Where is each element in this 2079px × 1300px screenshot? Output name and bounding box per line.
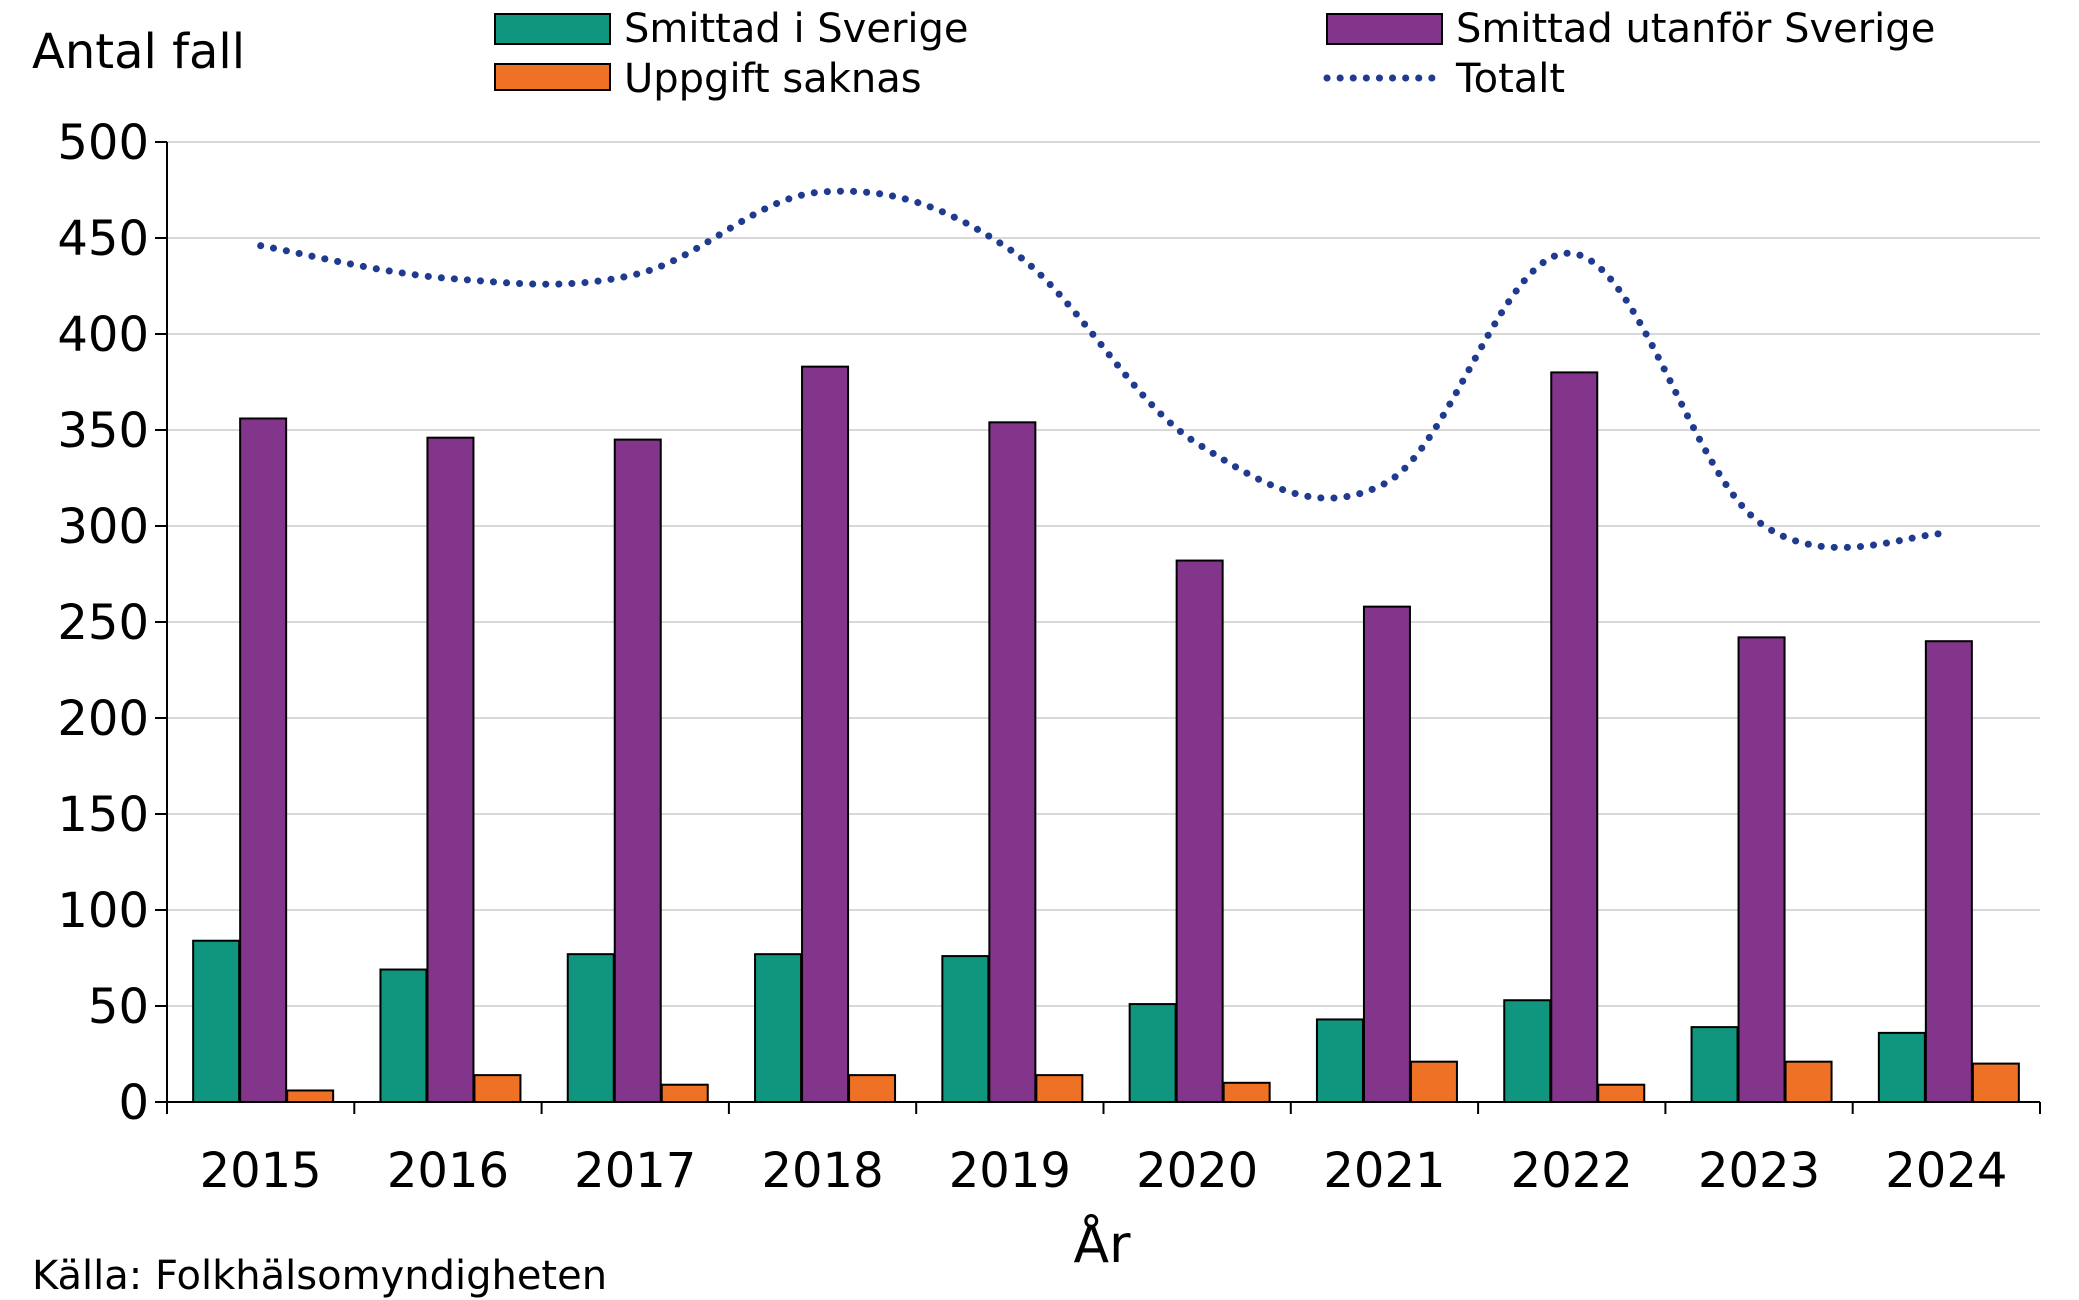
x-tick-label: 2021: [1323, 1143, 1445, 1199]
y-tick-label: 500: [57, 115, 149, 171]
y-tick-label: 250: [57, 595, 149, 651]
bar-smittad-i-sverige-2018: [754, 953, 803, 1103]
bar-smittad-i-sverige-2017: [566, 953, 615, 1103]
y-tick-label: 150: [57, 787, 149, 843]
bar-smittad-utanfor-sverige-2019: [988, 421, 1037, 1103]
x-tick-labels: 2015 2016 2017 2018 2019 2020 2021 2022 2023 2024: [200, 1143, 2008, 1199]
y-tick-label: 300: [57, 499, 149, 555]
point-totalt-2020: [1197, 443, 1198, 444]
x-tick-label: 2020: [1136, 1143, 1258, 1199]
bar-smittad-i-sverige-2024: [1877, 1031, 1926, 1104]
axes: [155, 141, 2041, 1114]
legend-label-smittad-utanfor-sverige: Smittad utanför Sverige: [1456, 6, 1935, 52]
legend-label-uppgift-saknas: Uppgift saknas: [624, 56, 922, 102]
legend-swatch-smittad-i-sverige: [494, 13, 611, 45]
bar-smittad-i-sverige-2022: [1503, 999, 1552, 1103]
y-tick-label: 50: [88, 979, 149, 1035]
bar-smittad-utanfor-sverige-2018: [801, 365, 850, 1103]
point-totalt-2016: [447, 278, 448, 279]
gridlines: [167, 141, 2040, 1007]
total-line-group: [257, 187, 1950, 551]
bar-smittad-utanfor-sverige-2022: [1550, 371, 1599, 1103]
x-axis-title: År: [1074, 1213, 1132, 1275]
bar-smittad-i-sverige-2015: [192, 939, 241, 1103]
bar-uppgift-saknas-2021: [1409, 1060, 1458, 1104]
bar-smittad-i-sverige-2021: [1315, 1018, 1364, 1103]
bar-uppgift-saknas-2017: [660, 1083, 709, 1103]
y-tick-label: 200: [57, 691, 149, 747]
x-tick-label: 2019: [949, 1143, 1071, 1199]
bar-smittad-utanfor-sverige-2016: [426, 436, 475, 1103]
bar-smittad-utanfor-sverige-2021: [1362, 605, 1411, 1103]
legend: Smittad i Sverige Smittad utanför Sverig…: [494, 6, 1935, 102]
bar-smittad-utanfor-sverige-2015: [239, 417, 288, 1104]
source-note: Källa: Folkhälsomyndigheten: [32, 1253, 607, 1299]
y-tick-label: 400: [57, 307, 149, 363]
legend-swatch-smittad-utanfor-sverige: [1326, 13, 1443, 45]
bar-smittad-i-sverige-2016: [379, 968, 428, 1104]
bar-uppgift-saknas-2024: [1971, 1062, 2020, 1103]
x-tick-label: 2022: [1511, 1143, 1633, 1199]
y-tick-labels: 0 50 100 150 200 250 300 350 400 450 500: [57, 115, 149, 1131]
bar-smittad-utanfor-sverige-2023: [1737, 636, 1786, 1103]
x-tick-label: 2024: [1885, 1143, 2007, 1199]
x-tick-label: 2023: [1698, 1143, 1820, 1199]
bar-uppgift-saknas-2015: [286, 1089, 335, 1103]
y-axis-title: Antal fall: [32, 24, 245, 80]
point-totalt-2018: [822, 191, 823, 192]
x-tick-label: 2016: [387, 1143, 509, 1199]
bar-uppgift-saknas-2020: [1222, 1081, 1271, 1104]
y-tick-label: 0: [118, 1075, 149, 1131]
x-tick-label: 2015: [200, 1143, 322, 1199]
bar-uppgift-saknas-2023: [1784, 1060, 1833, 1104]
y-tick-label: 100: [57, 883, 149, 939]
bar-smittad-i-sverige-2023: [1690, 1026, 1739, 1103]
legend-swatch-uppgift-saknas: [494, 63, 611, 91]
bar-smittad-utanfor-sverige-2017: [613, 438, 662, 1104]
bar-uppgift-saknas-2016: [473, 1074, 522, 1103]
point-totalt-2022: [1571, 253, 1572, 254]
x-tick-label: 2018: [761, 1143, 883, 1199]
line-totalt: [257, 187, 1950, 551]
bar-smittad-i-sverige-2019: [941, 955, 990, 1104]
bars: [192, 365, 2020, 1104]
bar-uppgift-saknas-2022: [1597, 1083, 1646, 1103]
bar-smittad-utanfor-sverige-2024: [1924, 640, 1973, 1103]
legend-label-totalt: Totalt: [1455, 56, 1565, 102]
bar-smittad-utanfor-sverige-2020: [1175, 559, 1224, 1103]
x-tick-label: 2017: [574, 1143, 696, 1199]
bar-smittad-i-sverige-2020: [1128, 1003, 1177, 1104]
point-totalt-2024: [1946, 533, 1947, 534]
y-tick-label: 450: [57, 211, 149, 267]
bar-uppgift-saknas-2019: [1035, 1074, 1084, 1103]
legend-label-smittad-i-sverige: Smittad i Sverige: [624, 6, 969, 52]
y-tick-label: 350: [57, 403, 149, 459]
bar-uppgift-saknas-2018: [848, 1074, 897, 1103]
